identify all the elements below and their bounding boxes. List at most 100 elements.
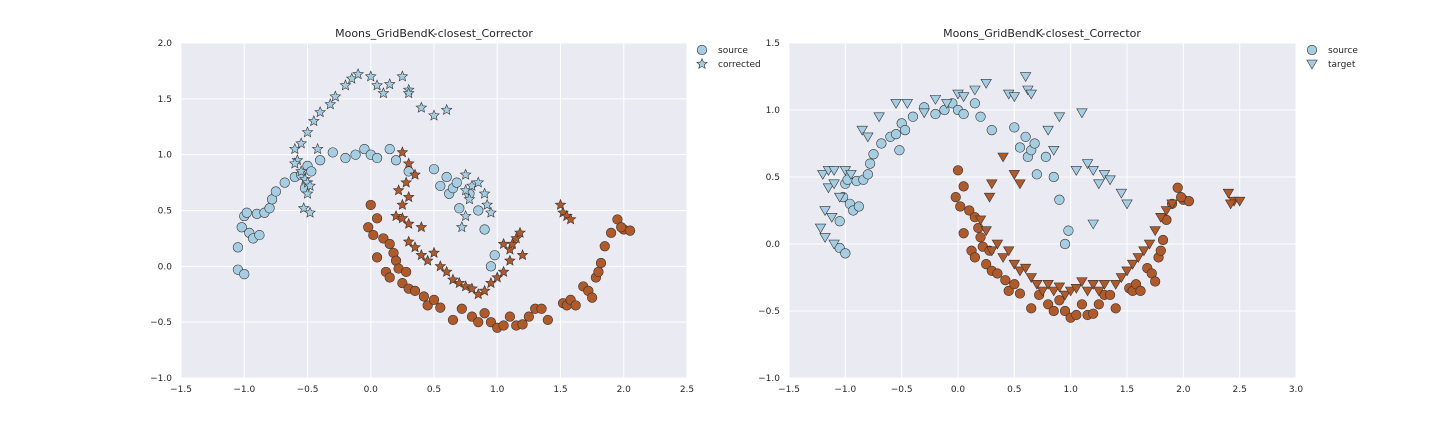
point-corrected-upper — [324, 98, 337, 110]
point-source-upper — [264, 203, 275, 214]
point-target-upper — [890, 99, 902, 109]
point-source-lower — [1071, 309, 1082, 321]
point-source-upper — [428, 164, 440, 175]
x-tick-label: −1.0 — [834, 385, 856, 395]
point-source-lower — [1172, 182, 1183, 193]
point-corrected-lower — [396, 198, 409, 210]
point-source-upper — [327, 147, 338, 158]
point-corrected-lower — [478, 284, 491, 296]
point-source-upper — [236, 222, 247, 233]
y-tick-label: 2.0 — [158, 39, 173, 49]
point-corrected-upper — [352, 68, 364, 80]
point-corrected-upper — [295, 137, 308, 149]
point-source-upper — [865, 158, 876, 169]
y-tick-label: −1.0 — [150, 374, 172, 384]
point-source-upper — [485, 261, 497, 272]
x-tick-label: 1.0 — [1064, 385, 1079, 395]
point-corrected-lower — [497, 237, 510, 250]
point-corrected-lower — [396, 212, 409, 224]
point-target-upper — [873, 112, 885, 123]
point-corrected-upper — [402, 87, 415, 99]
point-source-lower — [964, 205, 975, 216]
point-source-upper — [853, 201, 864, 212]
point-corrected-lower — [402, 217, 415, 229]
point-source-lower — [479, 308, 490, 319]
legend: source corrected — [696, 44, 761, 70]
y-tick-label: 1.0 — [766, 106, 781, 116]
point-target-upper — [1098, 170, 1111, 180]
point-source-upper — [315, 155, 326, 166]
point-source-lower — [992, 268, 1003, 279]
point-corrected-lower — [516, 248, 529, 261]
y-tick-label: −0.5 — [758, 307, 780, 317]
point-corrected-upper — [314, 106, 327, 118]
x-tick-label: 3.0 — [1289, 385, 1304, 395]
y-tick-label: −1.0 — [758, 374, 780, 384]
point-target-upper — [819, 233, 831, 243]
legend-label-source: source — [718, 46, 748, 56]
point-target-lower — [1143, 239, 1156, 250]
point-source-lower — [447, 314, 459, 326]
point-source-lower — [435, 302, 446, 313]
point-source-upper — [279, 177, 290, 188]
point-corrected-upper — [428, 109, 440, 121]
y-tick-label: −0.5 — [150, 318, 172, 328]
point-corrected-upper — [383, 78, 396, 90]
point-source-lower — [969, 252, 981, 263]
point-source-lower — [1043, 299, 1054, 310]
point-source-lower — [958, 228, 969, 239]
point-source-upper — [890, 129, 902, 140]
y-tick-label: 0.0 — [158, 262, 173, 272]
point-source-lower — [595, 257, 607, 269]
point-corrected-lower — [402, 190, 415, 203]
point-target-upper — [819, 206, 831, 217]
point-target-upper — [1076, 108, 1088, 119]
point-source-lower — [536, 303, 547, 314]
point-source-lower — [1048, 305, 1059, 317]
point-source-lower — [605, 227, 617, 238]
point-target-upper — [845, 170, 857, 180]
legend-marker-source — [696, 44, 708, 56]
point-target-upper — [828, 166, 840, 176]
point-target-lower — [1160, 206, 1173, 217]
point-source-upper — [454, 203, 465, 214]
x-tick-label: 0.5 — [1007, 385, 1021, 395]
point-source-lower — [517, 319, 528, 330]
point-corrected-upper — [459, 168, 472, 180]
point-target-lower — [1132, 253, 1144, 263]
point-source-upper — [840, 248, 851, 259]
point-corrected-upper — [304, 206, 316, 218]
point-corrected-lower — [466, 282, 478, 294]
point-corrected-upper — [455, 221, 468, 233]
series-source — [834, 98, 1195, 323]
point-source-upper — [473, 205, 484, 216]
point-target-upper — [1042, 125, 1054, 136]
point-source-upper — [232, 242, 244, 253]
point-corrected-lower — [415, 221, 428, 233]
point-target-upper — [1025, 89, 1037, 100]
point-corrected-upper — [415, 101, 428, 113]
point-source-upper — [435, 180, 446, 192]
x-tick-label: 2.5 — [1233, 385, 1247, 395]
point-target-lower — [1126, 259, 1139, 270]
point-source-upper — [479, 224, 490, 235]
point-source-upper — [306, 166, 317, 177]
point-source-lower — [975, 232, 986, 243]
series-target — [814, 72, 1246, 301]
point-target-lower — [1110, 280, 1122, 290]
point-source-upper — [868, 149, 879, 160]
point-target-upper — [1087, 166, 1099, 176]
point-corrected-upper — [459, 209, 472, 222]
point-corrected-upper — [311, 142, 324, 155]
point-corrected-lower — [409, 241, 421, 253]
point-source-upper — [1054, 194, 1065, 205]
point-source-upper — [1014, 142, 1026, 153]
point-corrected-upper — [478, 187, 491, 199]
y-tick-label: 1.5 — [766, 39, 780, 49]
y-tick-label: 0.5 — [158, 207, 172, 217]
point-target-upper — [1104, 175, 1116, 186]
point-target-upper — [822, 183, 835, 194]
point-source-upper — [1031, 169, 1042, 180]
point-target-lower — [1019, 263, 1032, 274]
